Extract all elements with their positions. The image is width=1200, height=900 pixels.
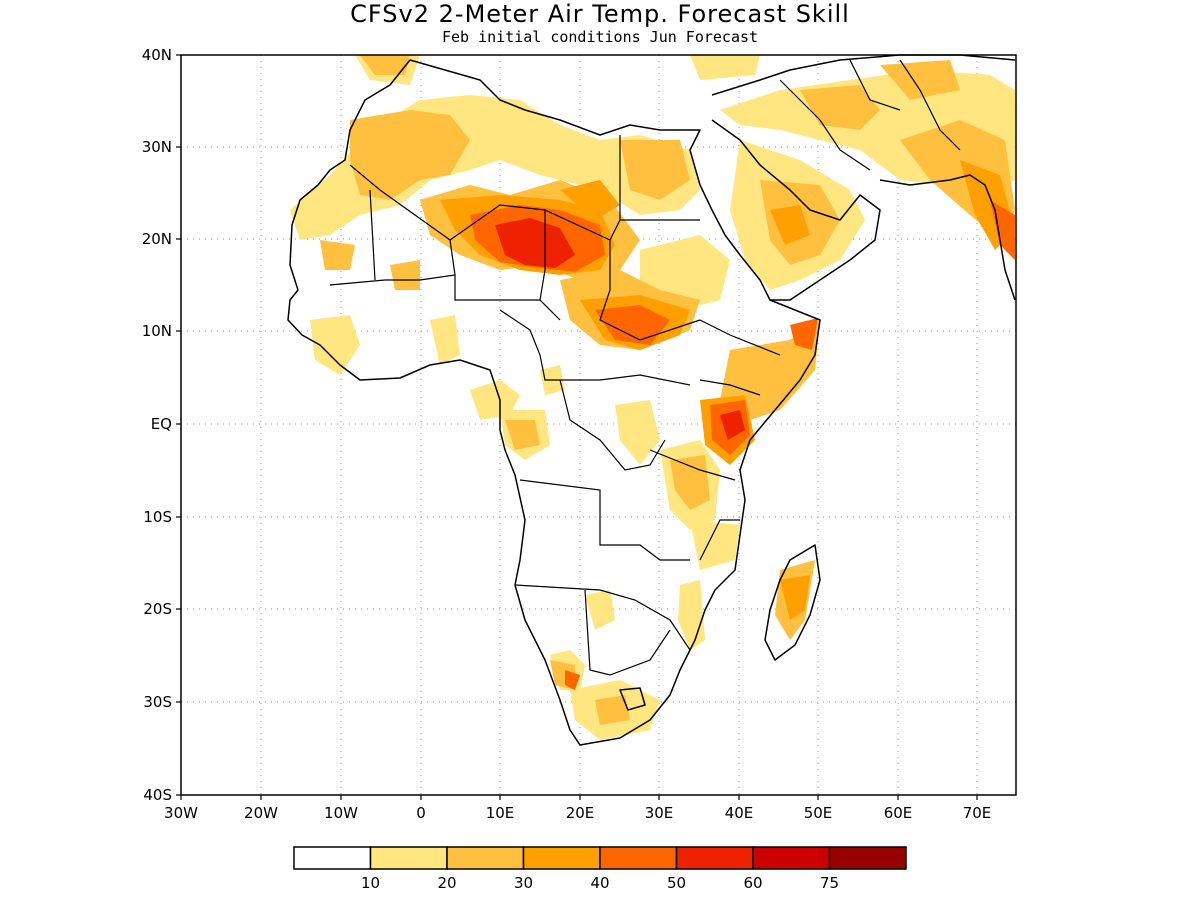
lat-label: 20N <box>142 230 172 248</box>
plot-frame <box>180 54 1017 796</box>
lon-label: 70E <box>963 804 992 822</box>
legend-label: 75 <box>820 874 839 892</box>
lat-label: 30S <box>143 693 172 711</box>
lat-label: EQ <box>151 415 172 433</box>
legend-swatch <box>752 846 831 870</box>
legend-swatch <box>675 846 754 870</box>
lon-label: 10W <box>324 804 358 822</box>
lat-label: 40N <box>142 46 172 64</box>
lon-label: 30E <box>645 804 674 822</box>
legend-swatch <box>446 846 525 870</box>
map-subtitle: Feb initial conditions Jun Forecast <box>441 28 759 46</box>
legend-label: 10 <box>361 874 380 892</box>
lon-label: 60E <box>884 804 913 822</box>
legend-label: 40 <box>590 874 609 892</box>
lon-label: 40E <box>725 804 754 822</box>
lon-label: 20W <box>244 804 278 822</box>
legend-label: 50 <box>667 874 686 892</box>
country-borders <box>329 59 961 676</box>
legend-swatch <box>828 846 907 870</box>
lat-labels: 40N 30N 20N 10N EQ 10S 20S 30S 40S <box>142 46 172 804</box>
legend-swatch <box>599 846 678 870</box>
lon-label: 10E <box>486 804 515 822</box>
lon-labels: 30W 20W 10W 0 10E 20E 30E 40E 50E 60E 70… <box>164 804 991 822</box>
lon-label: 20E <box>566 804 595 822</box>
lat-label: 30N <box>142 138 172 156</box>
lat-label: 10S <box>143 508 172 526</box>
lat-label: 10N <box>142 322 172 340</box>
legend-labels: 10 20 30 40 50 60 75 <box>361 874 839 892</box>
lat-ticks <box>176 54 181 796</box>
map-title: CFSv2 2-Meter Air Temp. Forecast Skill <box>350 0 850 28</box>
legend-swatch <box>293 846 372 870</box>
legend-swatch <box>369 846 448 870</box>
color-legend <box>293 846 907 870</box>
lon-label: 0 <box>416 804 426 822</box>
legend-swatch <box>522 846 601 870</box>
lat-label: 20S <box>143 600 172 618</box>
legend-label: 30 <box>514 874 533 892</box>
lon-label: 30W <box>164 804 198 822</box>
legend-label: 20 <box>437 874 456 892</box>
lon-ticks <box>180 795 978 800</box>
skill-shading <box>290 55 1015 740</box>
legend-label: 60 <box>743 874 762 892</box>
lat-label: 40S <box>143 786 172 804</box>
lon-label: 50E <box>804 804 833 822</box>
